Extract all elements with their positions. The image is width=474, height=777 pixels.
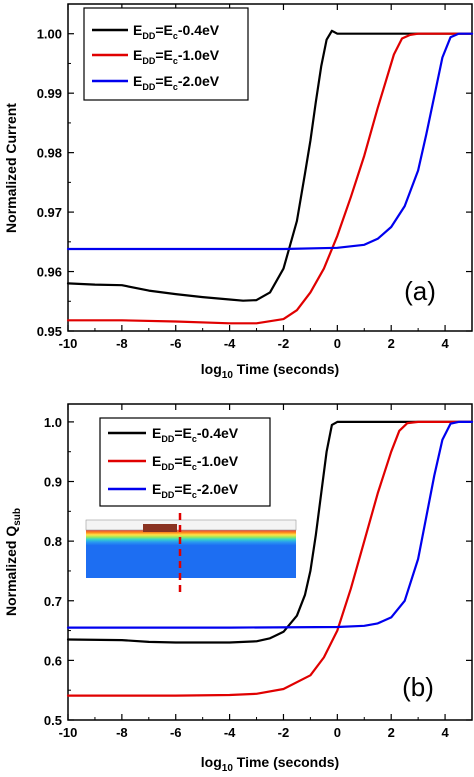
x-tick-label-b: 2	[388, 725, 395, 740]
x-tick-label-b: -4	[224, 725, 236, 740]
series-line-a-0	[66, 29, 474, 302]
x-tick-label-a: -2	[278, 336, 290, 351]
y-tick-label-b: 0.7	[44, 594, 62, 609]
y-tick-label-a: 0.99	[37, 86, 62, 101]
series-group-b	[66, 420, 474, 697]
x-tick-label-b: -10	[59, 725, 78, 740]
x-tick-label-a: -6	[170, 336, 182, 351]
x-tick-label-b: -8	[116, 725, 128, 740]
x-tick-label-a: -4	[224, 336, 236, 351]
x-tick-label-a: -10	[59, 336, 78, 351]
panel-label-b: (b)	[402, 672, 434, 702]
legend-label-1.0-b: EDD=Ec-1.0eV	[152, 453, 239, 472]
y-tick-label-a: 0.95	[37, 324, 62, 339]
series-line-a-2	[66, 32, 474, 251]
x-tick-label-b: 4	[441, 725, 449, 740]
series-line-b-2	[66, 420, 474, 629]
plot-frame-a	[67, 3, 473, 332]
y-tick-label-a: 0.98	[37, 146, 62, 161]
ticks-a: -10 -8 -6 -4 -2 0 2 4 0.95 0.96 0.97 0.98 0.99 1.00	[37, 4, 472, 351]
panel-label-a: (a)	[404, 276, 436, 306]
x-axis-label-a: log10 Time (seconds)	[201, 361, 339, 381]
series-group-a	[66, 29, 474, 325]
x-tick-label-b: 0	[334, 725, 341, 740]
x-axis-label-b: log10 Time (seconds)	[201, 754, 339, 774]
y-tick-label-a: 0.97	[37, 205, 62, 220]
y-tick-label-b: 0.9	[44, 475, 62, 490]
series-line-a-1	[66, 32, 474, 325]
y-tick-label-b: 0.6	[44, 653, 62, 668]
legend-a: EDD=Ec-0.4eV EDD=Ec-1.0eV EDD=Ec-2.0eV	[83, 7, 249, 101]
x-tick-label-a: -8	[116, 336, 128, 351]
y-tick-label-b: 0.8	[44, 534, 62, 549]
legend-b: EDD=Ec-0.4eV EDD=Ec-1.0eV EDD=Ec-2.0eV	[99, 417, 271, 507]
x-tick-label-a: 2	[388, 336, 395, 351]
legend-label-2.0: EDD=Ec-2.0eV	[133, 73, 220, 92]
chart-panel-a: -10 -8 -6 -4 -2 0 2 4 0.95 0.96 0.97 0.98 0.99 1.00 E…	[3, 3, 474, 381]
x-tick-label-b: -6	[170, 725, 182, 740]
series-line-b-1	[66, 420, 474, 697]
inset-oxide	[85, 519, 297, 531]
y-axis-label-a: Normalized Current	[3, 103, 19, 233]
y-axis-label-b: Normalized Qsub	[3, 508, 23, 616]
y-tick-label-a: 1.00	[37, 27, 62, 42]
device-inset	[85, 513, 297, 592]
inset-gate	[143, 524, 177, 532]
legend-label-1.0: EDD=Ec-1.0eV	[133, 47, 220, 66]
plot-frame-b	[67, 403, 473, 721]
chart-panel-b: -10 -8 -6 -4 -2 0 2 4 0.5 0.6 0.7 0.8 0.9 1.0	[3, 403, 474, 774]
x-tick-label-a: 0	[334, 336, 341, 351]
series-line-b-0	[66, 420, 474, 644]
y-tick-label-a: 0.96	[37, 265, 62, 280]
ticks-b: -10 -8 -6 -4 -2 0 2 4 0.5 0.6 0.7 0.8 0.9 1.0	[44, 404, 472, 740]
y-tick-label-b: 0.5	[44, 713, 62, 728]
legend-label-0.4: EDD=Ec-0.4eV	[133, 22, 220, 41]
legend-label-0.4-b: EDD=Ec-0.4eV	[152, 425, 239, 444]
x-tick-label-b: -2	[278, 725, 290, 740]
x-tick-label-a: 4	[441, 336, 449, 351]
y-tick-label-b: 1.0	[44, 415, 62, 430]
inset-contour-band	[86, 530, 296, 552]
legend-label-2.0-b: EDD=Ec-2.0eV	[152, 481, 239, 500]
